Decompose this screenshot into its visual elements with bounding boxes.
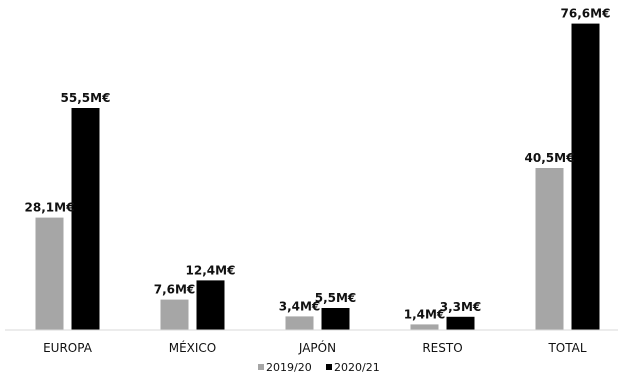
bar-japon-2020-21 bbox=[321, 308, 350, 330]
bar-japon-2019-20 bbox=[285, 316, 314, 330]
category-label-japon: JAPÓN bbox=[298, 340, 336, 355]
data-label-resto-2019-20: 1,4M€ bbox=[404, 307, 446, 321]
category-label-mexico: MÉXICO bbox=[169, 340, 217, 355]
data-label-europa-2020-21: 55,5M€ bbox=[61, 91, 111, 105]
category-labels-group: EUROPA MÉXICO JAPÓN RESTO TOTAL bbox=[43, 340, 587, 355]
legend-swatch-2019-20 bbox=[258, 364, 264, 370]
data-label-resto-2020-21: 3,3M€ bbox=[440, 300, 482, 314]
bar-europa-2019-20 bbox=[35, 217, 64, 330]
data-labels-group: 28,1M€ 55,5M€ 7,6M€ 12,4M€ 3,4M€5,5M€ 1,4M€3,… bbox=[25, 7, 611, 322]
category-label-europa: EUROPA bbox=[43, 341, 93, 355]
bar-total-2019-20 bbox=[535, 168, 564, 330]
bar-total-2020-21 bbox=[571, 23, 600, 330]
data-label-japon-2020-21: 5,5M€ bbox=[315, 291, 357, 305]
legend-swatch-2020-21 bbox=[326, 364, 332, 370]
data-label-total-2020-21: 76,6M€ bbox=[561, 7, 611, 21]
bar-mexico-2019-20 bbox=[160, 299, 189, 330]
legend-label-2020-21: 2020/21 bbox=[334, 361, 380, 374]
category-label-resto: RESTO bbox=[422, 341, 462, 355]
bar-mexico-2020-21 bbox=[196, 280, 225, 330]
data-label-mexico-2019-20: 7,6M€ bbox=[154, 283, 196, 297]
category-label-total: TOTAL bbox=[547, 341, 586, 355]
legend-label-2019-20: 2019/20 bbox=[266, 361, 312, 374]
bars-group bbox=[35, 23, 600, 330]
legend: 2019/20 2020/21 bbox=[258, 361, 380, 374]
data-label-mexico-2020-21: 12,4M€ bbox=[186, 263, 236, 277]
data-label-japon-2019-20: 3,4M€ bbox=[279, 299, 321, 313]
bar-resto-2020-21 bbox=[446, 316, 475, 330]
data-label-europa-2019-20: 28,1M€ bbox=[25, 201, 75, 215]
data-label-total-2019-20: 40,5M€ bbox=[525, 151, 575, 165]
bar-europa-2020-21 bbox=[71, 108, 100, 330]
bar-resto-2019-20 bbox=[410, 324, 439, 330]
